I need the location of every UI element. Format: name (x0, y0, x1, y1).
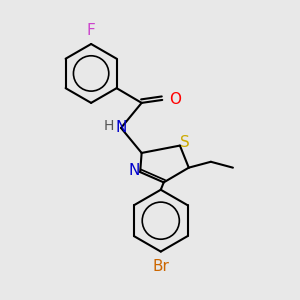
Text: N: N (128, 163, 140, 178)
Text: N: N (115, 120, 127, 135)
Text: O: O (169, 92, 181, 107)
Text: Br: Br (152, 259, 169, 274)
Text: H: H (103, 119, 114, 134)
Text: S: S (180, 134, 190, 149)
Text: F: F (87, 23, 95, 38)
